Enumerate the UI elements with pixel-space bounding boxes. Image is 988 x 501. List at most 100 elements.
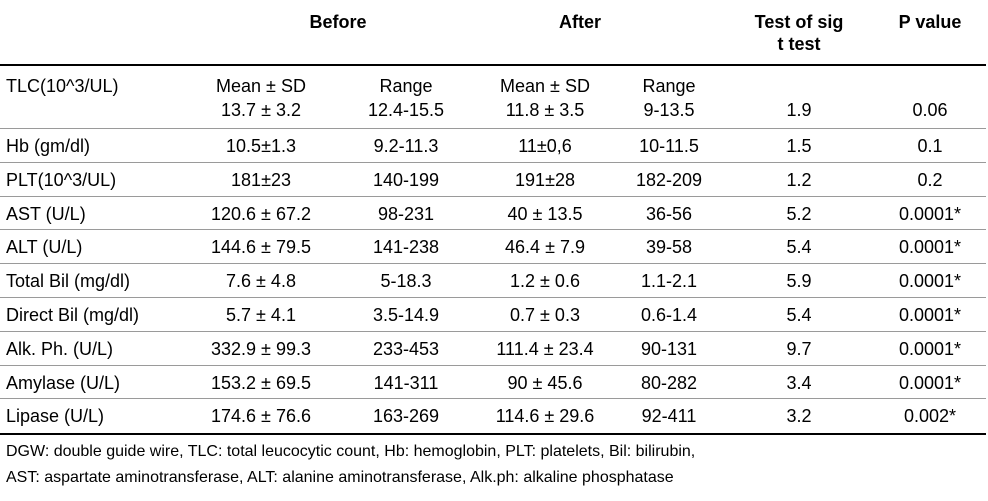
- t-value: 1.2: [786, 169, 812, 190]
- after-mean: 40 ± 13.5: [507, 203, 583, 224]
- before-range-label: Range: [379, 76, 433, 96]
- row-label: Direct Bil (mg/dl): [6, 305, 140, 325]
- before-mean: 153.2 ± 69.5: [211, 372, 311, 393]
- p-value: 0.0001*: [898, 203, 962, 224]
- t-value: 1.9: [786, 100, 812, 120]
- table-row: Total Bil (mg/dl) 7.6 ± 4.8 5-18.3 1.2 ± 0.…: [0, 264, 986, 296]
- after-range: 10-11.5: [639, 136, 699, 156]
- before-range: 98-231: [377, 203, 435, 224]
- after-range: 36-56: [645, 203, 693, 224]
- after-mean: 1.2 ± 0.6: [510, 271, 580, 292]
- header-before: Before: [309, 12, 367, 32]
- row-label: Amylase (U/L): [6, 372, 121, 393]
- before-range: 140-199: [372, 169, 440, 190]
- before-mean: 181±23: [231, 169, 291, 190]
- row-separator: [0, 161, 986, 163]
- after-mean: 111.4 ± 23.4: [496, 338, 594, 359]
- p-value: 0.0001*: [898, 305, 962, 325]
- p-value: 0.1: [917, 136, 943, 156]
- row-label: Lipase (U/L): [6, 406, 105, 427]
- table-row: Alk. Ph. (U/L) 332.9 ± 99.3 233-453 111.4 ±…: [0, 332, 986, 364]
- header-test-of-sig: Test of sig: [754, 12, 844, 32]
- t-value: 5.4: [786, 237, 812, 258]
- before-mean: 332.9 ± 99.3: [211, 338, 311, 359]
- before-range: 141-311: [373, 372, 439, 393]
- row-label: Total Bil (mg/dl): [6, 271, 131, 292]
- before-mean-label: Mean ± SD: [216, 76, 306, 96]
- after-mean: 0.7 ± 0.3: [510, 305, 580, 325]
- t-value: 5.9: [786, 271, 812, 292]
- after-range-label: Range: [642, 76, 696, 96]
- row-separator: [0, 229, 986, 231]
- after-range: 39-58: [645, 237, 693, 258]
- before-range: 163-269: [372, 406, 440, 427]
- row-separator: [0, 128, 986, 129]
- p-value: 0.0001*: [898, 271, 962, 292]
- t-value: 5.4: [786, 305, 812, 325]
- row-separator: [0, 330, 986, 332]
- p-value: 0.0001*: [898, 237, 962, 258]
- after-range: 90-131: [640, 338, 698, 359]
- table-row: PLT(10^3/UL) 181±23 140-199 191±28 182-209 1.…: [0, 163, 986, 195]
- before-range: 12.4-15.5: [367, 100, 445, 120]
- after-range: 9-13.5: [643, 100, 695, 120]
- p-value: 0.002*: [903, 406, 957, 427]
- after-mean: 46.4 ± 7.9: [505, 237, 585, 258]
- before-range: 9.2-11.3: [373, 136, 439, 156]
- after-mean: 90 ± 45.6: [507, 372, 583, 393]
- table-row: ALT (U/L) 144.6 ± 79.5 141-238 46.4 ± 7.9 39…: [0, 230, 986, 262]
- after-mean: 11±0,6: [518, 136, 572, 156]
- table-row: AST (U/L) 120.6 ± 67.2 98-231 40 ± 13.5 36-5…: [0, 197, 986, 229]
- row-label: AST (U/L): [6, 203, 86, 224]
- row-separator: [0, 263, 986, 265]
- before-range: 233-453: [372, 338, 440, 359]
- before-range: 3.5-14.9: [372, 305, 440, 325]
- table-row: Direct Bil (mg/dl) 5.7 ± 4.1 3.5-14.9 0.7 ±…: [0, 298, 986, 330]
- row-label: TLC(10^3/UL): [6, 76, 119, 96]
- p-value: 0.0001*: [898, 372, 962, 393]
- row-label: PLT(10^3/UL): [6, 169, 117, 190]
- row-separator: [0, 195, 986, 197]
- row-label: Alk. Ph. (U/L): [6, 338, 114, 359]
- before-mean: 13.7 ± 3.2: [221, 100, 301, 120]
- t-value: 3.2: [786, 406, 812, 427]
- p-value: 0.06: [912, 100, 948, 120]
- header-p-value: P value: [898, 12, 962, 32]
- footnote-line-2: AST: aspartate aminotransferase, ALT: al…: [6, 469, 674, 486]
- table-header: Before After Test of sig t test P value: [0, 0, 986, 60]
- before-mean: 120.6 ± 67.2: [211, 203, 311, 224]
- before-mean: 5.7 ± 4.1: [226, 305, 296, 325]
- after-mean-label: Mean ± SD: [500, 76, 590, 96]
- footnote-line-1: DGW: double guide wire, TLC: total leuco…: [6, 443, 696, 460]
- before-mean: 7.6 ± 4.8: [226, 271, 296, 292]
- row-label: Hb (gm/dl): [6, 136, 91, 156]
- table-row: Lipase (U/L) 174.6 ± 76.6 163-269 114.6 ± 2…: [0, 399, 986, 431]
- header-after: After: [558, 12, 601, 32]
- before-mean: 174.6 ± 76.6: [211, 406, 311, 427]
- after-mean: 114.6 ± 29.6: [495, 406, 595, 427]
- table-row: Amylase (U/L) 153.2 ± 69.5 141-311 90 ± 45.…: [0, 366, 986, 398]
- header-rule: [0, 64, 986, 66]
- row-separator: [0, 297, 986, 298]
- before-range: 141-238: [372, 237, 440, 258]
- p-value: 0.0001*: [898, 338, 962, 359]
- t-value: 3.4: [786, 372, 812, 393]
- after-range: 1.1-2.1: [640, 271, 698, 292]
- header-t-test: t test: [777, 34, 821, 54]
- before-range: 5-18.3: [380, 271, 432, 292]
- t-value: 1.5: [786, 136, 812, 156]
- before-mean: 10.5±1.3: [226, 136, 296, 156]
- after-mean: 11.8 ± 3.5: [505, 100, 585, 120]
- row-separator: [0, 398, 986, 400]
- row-label: ALT (U/L): [6, 237, 83, 258]
- before-mean: 144.6 ± 79.5: [211, 237, 311, 258]
- after-range: 80-282: [640, 372, 698, 393]
- p-value: 0.2: [917, 169, 943, 190]
- after-range: 92-411: [641, 406, 697, 427]
- table-row: TLC(10^3/UL) Mean ± SD Range Mean ± SD R…: [0, 67, 986, 127]
- row-separator: [0, 364, 986, 366]
- after-range: 0.6-1.4: [640, 305, 698, 325]
- bottom-rule: [0, 433, 986, 435]
- after-mean: 191±28: [515, 169, 575, 190]
- after-range: 182-209: [635, 169, 703, 190]
